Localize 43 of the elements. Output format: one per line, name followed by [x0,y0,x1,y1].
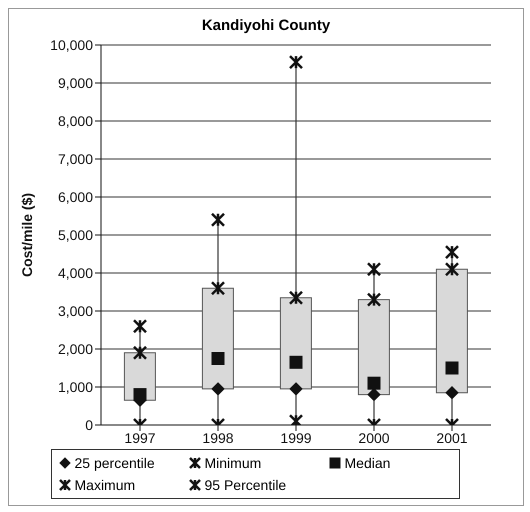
x-tick-label: 1999 [280,430,312,446]
point [366,292,382,307]
y-tick-label: 10,000 [50,36,94,53]
legend-label: Maximum [74,477,136,493]
y-tick-label: 1,000 [58,378,94,395]
y-tick-label: 7,000 [58,150,94,167]
point [290,356,302,369]
y-tick-label: 6,000 [58,188,94,205]
y-tick-label: 3,000 [58,302,94,319]
y-tick-label: 2,000 [58,340,94,357]
point [444,244,460,260]
x-tick-label: 2001 [436,430,468,446]
point [446,362,458,374]
point [288,290,304,305]
point [368,388,380,402]
legend-label: 25 percentile [74,455,155,471]
point [290,382,302,396]
legend-label: Minimum [204,455,262,471]
point [446,386,458,400]
x-tick-label: 1998 [202,430,234,446]
y-axis-title: Cost/mile ($) [18,192,35,278]
point [210,212,226,228]
y-tick-label: 0 [85,416,94,433]
point [132,346,148,360]
point [212,382,224,396]
y-tick-label: 8,000 [58,112,94,129]
point [288,54,304,70]
point [134,388,146,402]
bar [280,297,312,390]
point [444,262,460,276]
point [368,376,380,390]
legend-label: 95 Percentile [204,477,286,493]
point [212,352,224,365]
y-tick-label: 9,000 [58,74,94,91]
x-tick-label: 2000 [358,430,390,446]
point [366,262,382,276]
point [210,280,226,296]
y-tick-label: 4,000 [58,264,94,281]
point [132,318,148,334]
chart-title: Kandiyohi County [202,17,330,34]
x-tick-label: 1997 [124,430,156,446]
legend-label: Median [344,455,390,471]
y-tick-label: 5,000 [58,226,94,243]
